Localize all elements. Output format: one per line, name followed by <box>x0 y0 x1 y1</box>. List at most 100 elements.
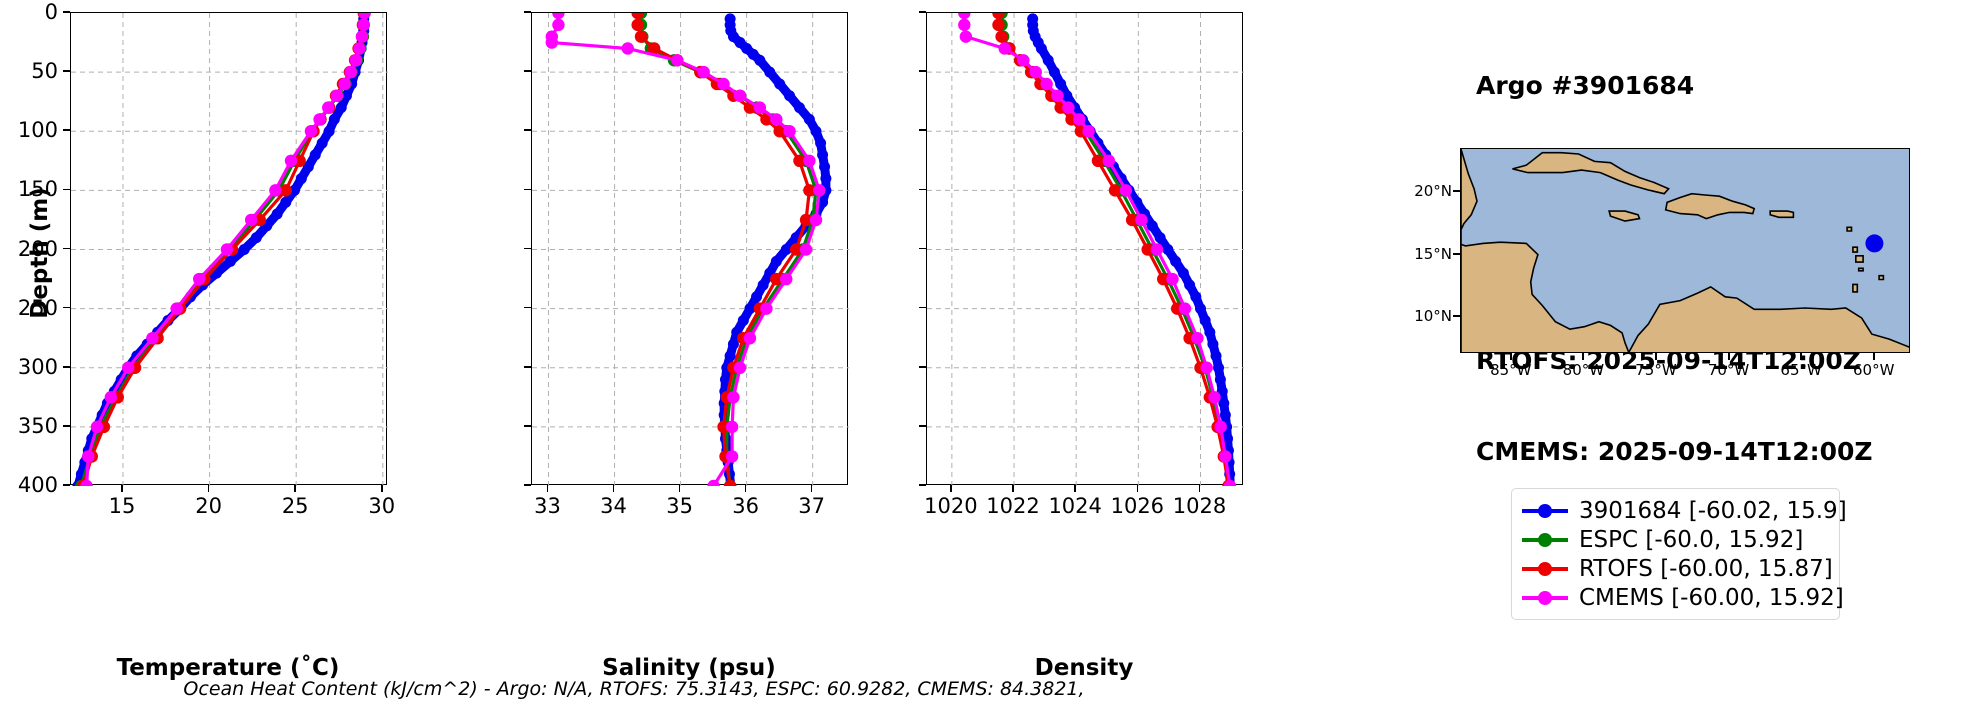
series-marker-argo <box>1061 90 1073 102</box>
depth-ytick: 50 <box>31 59 58 84</box>
series-marker-rtofs <box>770 272 783 286</box>
series-marker-cmems <box>1062 101 1075 114</box>
series-marker-cmems <box>958 18 971 32</box>
tick-mark <box>678 485 681 492</box>
series-marker-argo <box>727 338 739 350</box>
series-marker-cmems <box>733 89 747 102</box>
legend-line-swatch <box>1522 503 1568 518</box>
series-marker-rtofs <box>293 154 306 168</box>
tick-mark <box>810 485 813 492</box>
series-marker-cmems <box>284 154 298 168</box>
tick-mark <box>524 70 531 72</box>
series-marker-cmems <box>313 113 326 126</box>
series-marker-cmems <box>733 361 747 374</box>
series-marker-cmems <box>338 77 351 91</box>
cmems-timestamp: CMEMS: 2025-09-14T12:00Z <box>1476 437 1873 466</box>
series-marker-rtofs <box>992 13 1005 20</box>
series-marker-rtofs <box>992 18 1005 32</box>
legend-line-swatch <box>1522 532 1568 547</box>
density-xtick: 1022 <box>986 494 1040 518</box>
series-marker-argo <box>238 244 250 255</box>
series-marker-argo <box>1035 42 1047 54</box>
legend-item-rtofs[interactable]: RTOFS [-60.00, 15.87] <box>1522 554 1833 583</box>
series-marker-argo <box>309 149 321 161</box>
series-marker-cmems <box>322 101 335 114</box>
tick-mark <box>1198 485 1201 492</box>
depth-ytick: 0 <box>44 0 58 24</box>
series-marker-cmems <box>1082 125 1095 138</box>
legend-marker-dot <box>1538 561 1552 576</box>
series-marker-cmems <box>799 243 813 256</box>
series-marker-cmems <box>1150 243 1164 256</box>
series-marker-cmems <box>671 54 684 67</box>
tick-mark <box>524 484 531 486</box>
series-marker-argo <box>1177 267 1189 279</box>
series-marker-cmems <box>1119 184 1133 197</box>
tick-mark <box>207 485 210 492</box>
series-marker-argo <box>340 90 352 102</box>
tick-mark <box>63 484 70 486</box>
series-marker-argo <box>764 66 776 78</box>
series-marker-cmems <box>82 450 95 463</box>
location-map[interactable] <box>1460 148 1910 353</box>
tick-mark <box>1012 485 1014 492</box>
series-marker-cmems <box>1191 331 1204 345</box>
series-marker-cmems <box>1040 77 1053 91</box>
legend-label: RTOFS [-60.00, 15.87] <box>1579 555 1833 582</box>
series-marker-cmems <box>1208 391 1221 404</box>
tick-mark <box>63 365 70 368</box>
series-marker-cmems <box>1073 113 1086 126</box>
landmass-polygon <box>1664 192 1756 220</box>
tick-mark <box>1453 314 1460 317</box>
tick-mark <box>950 485 952 492</box>
tick-mark <box>744 485 747 492</box>
legend-marker-dot <box>1538 503 1552 518</box>
series-marker-cmems <box>760 302 773 315</box>
series-marker-cmems <box>727 391 740 404</box>
tick-mark <box>1654 353 1657 360</box>
series-marker-cmems <box>803 154 816 168</box>
tick-mark <box>1136 485 1139 492</box>
tick-mark <box>63 11 70 13</box>
temperature-xtick: 15 <box>108 494 136 518</box>
tick-mark <box>1727 353 1730 360</box>
legend-item-argo[interactable]: 3901684 [-60.02, 15.9] <box>1522 496 1847 525</box>
series-marker-cmems <box>552 13 565 20</box>
argo-float-marker[interactable] <box>1865 234 1884 253</box>
series-marker-argo <box>1042 54 1054 66</box>
density-svg <box>927 13 1244 486</box>
series-marker-argo <box>1218 397 1230 409</box>
series-marker-rtofs <box>1141 243 1154 256</box>
tick-mark <box>1453 190 1460 193</box>
series-marker-cmems <box>1200 361 1213 374</box>
tick-mark <box>381 485 383 492</box>
series-marker-cmems <box>697 65 710 79</box>
series-marker-cmems <box>220 243 234 256</box>
density-xtick: 1028 <box>1172 494 1227 518</box>
series-marker-rtofs <box>789 243 803 256</box>
series-marker-cmems <box>170 302 183 315</box>
depth-ytick: 350 <box>17 413 58 438</box>
series-marker-cmems <box>353 42 366 55</box>
series-legend: 3901684 [-60.02, 15.9] ESPC [-60.0, 15.92… <box>1511 488 1847 620</box>
series-marker-argo <box>1154 232 1166 244</box>
series-marker-cmems <box>707 479 720 486</box>
series-marker-argo <box>1219 409 1231 421</box>
series-marker-argo <box>737 314 749 326</box>
depth-ytick: 100 <box>17 118 58 143</box>
series-marker-rtofs <box>253 213 267 227</box>
series-marker-rtofs <box>647 42 661 55</box>
legend-item-cmems[interactable]: CMEMS [-60.00, 15.92] <box>1522 583 1844 612</box>
landmass-polygon <box>1512 151 1670 195</box>
legend-item-espc[interactable]: ESPC [-60.0, 15.92] <box>1522 525 1827 554</box>
landmass-polygon <box>1846 226 1853 232</box>
map-lon-tick: 70°W <box>1707 361 1750 379</box>
tick-mark <box>63 129 70 132</box>
series-line-argo <box>73 14 369 486</box>
series-marker-rtofs <box>995 30 1008 43</box>
tick-mark <box>612 485 615 492</box>
series-marker-cmems <box>1178 302 1192 315</box>
legend-marker-dot <box>1538 590 1552 605</box>
series-marker-cmems <box>770 113 783 126</box>
